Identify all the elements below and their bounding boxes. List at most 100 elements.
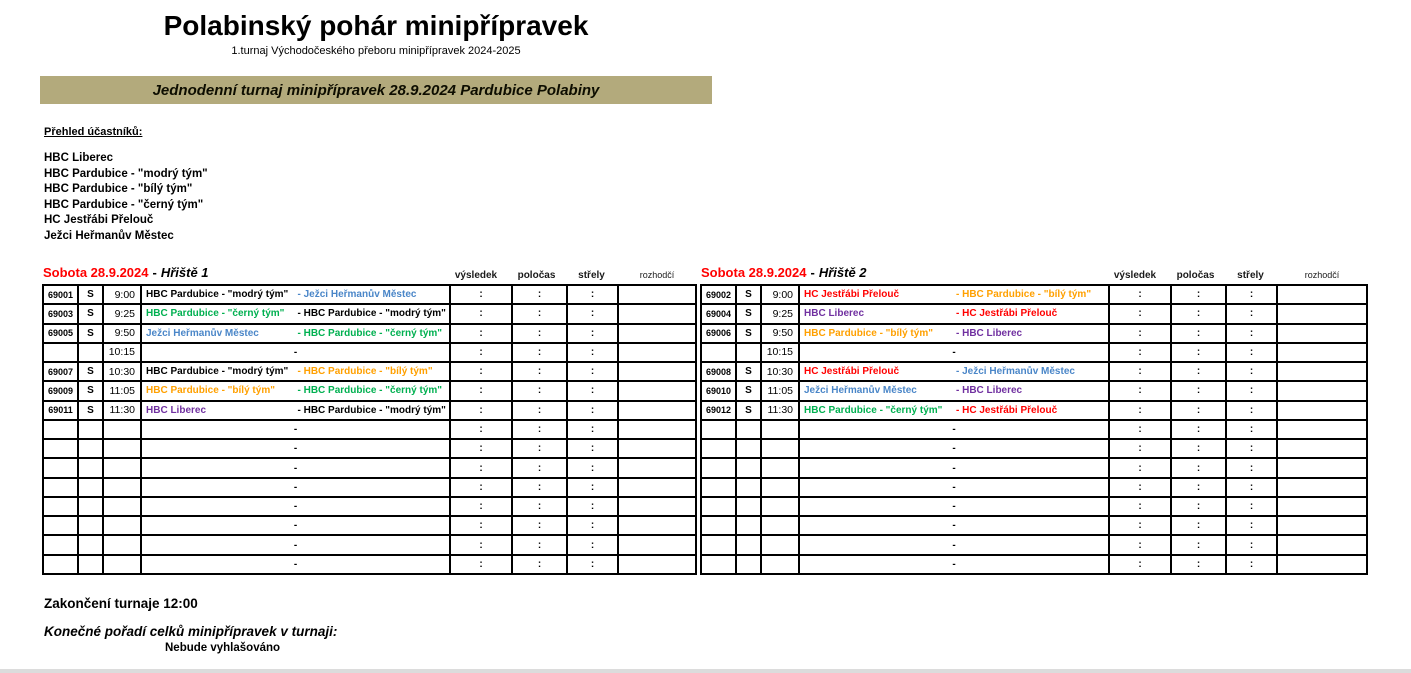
shots-cell: : bbox=[1227, 343, 1278, 362]
time-cell: 9:50 bbox=[104, 324, 142, 342]
rink-title-separator: - bbox=[810, 265, 815, 280]
rink-1-title: Sobota 28.9.2024- Hřiště 1 bbox=[43, 265, 209, 280]
placeholder-dash: - bbox=[293, 520, 298, 532]
rink-1-column-headers: výsledek poločas střely rozhodčí bbox=[42, 270, 697, 281]
schedule-row: 69006 S 9:50 HBC Pardubice - "bílý tým" - HB… bbox=[702, 324, 1366, 344]
shots-cell: : bbox=[568, 382, 619, 400]
game-number-cell: 69011 bbox=[44, 401, 79, 419]
shots-cell: : bbox=[568, 324, 619, 342]
shots-cell: : bbox=[568, 286, 619, 304]
column-header-res: výsledek bbox=[454, 270, 498, 281]
halftime-cell: : bbox=[513, 286, 568, 304]
teams-cell: HBC Liberec - HBC Pardubice - "modrý tým" bbox=[142, 401, 451, 419]
time-cell: 10:30 bbox=[104, 363, 142, 381]
teams-cell: - bbox=[800, 440, 1110, 458]
shots-cell: : bbox=[568, 555, 619, 573]
shots-cell: : bbox=[1227, 324, 1278, 342]
game-number-cell: 69008 bbox=[702, 363, 737, 381]
shots-cell: : bbox=[568, 401, 619, 419]
halftime-cell: : bbox=[1172, 343, 1227, 362]
rink-1-name: Hřiště 1 bbox=[160, 265, 209, 280]
participant-team: HBC Liberec bbox=[44, 152, 114, 164]
result-cell: : bbox=[451, 363, 513, 381]
game-number-cell bbox=[702, 459, 737, 477]
referee-cell bbox=[619, 421, 695, 438]
placeholder-dash: - bbox=[952, 481, 956, 493]
referee-cell bbox=[619, 556, 695, 573]
away-team: - HC Jestřábi Přelouč bbox=[956, 404, 1058, 416]
time-cell: 9:25 bbox=[104, 305, 142, 323]
day-cell: S bbox=[737, 382, 762, 400]
page-subtitle: 1.turnaj Východočeského přeboru minipříp… bbox=[231, 45, 521, 57]
teams-cell: - bbox=[142, 420, 451, 439]
time-cell bbox=[104, 517, 142, 535]
time-cell: 9:00 bbox=[104, 286, 142, 304]
schedule-row-empty: -::: bbox=[702, 555, 1366, 573]
result-cell: : bbox=[451, 497, 513, 516]
result-cell: : bbox=[1110, 517, 1172, 535]
shots-cell: : bbox=[1227, 478, 1278, 496]
result-cell: : bbox=[1110, 305, 1172, 323]
result-cell: : bbox=[451, 459, 513, 477]
schedule-row-empty: -::: bbox=[702, 459, 1366, 479]
column-header-res: výsledek bbox=[1113, 270, 1157, 281]
game-number-cell bbox=[702, 440, 737, 458]
game-number-cell bbox=[702, 555, 737, 573]
participant-team: HC Jestřábi Přelouč bbox=[44, 214, 154, 226]
schedule-row: 69001 S 9:00 HBC Pardubice - "modrý tým" - J… bbox=[44, 286, 695, 306]
time-cell bbox=[104, 536, 142, 554]
participants-heading: Přehled účastníků: bbox=[44, 126, 143, 138]
game-number-cell bbox=[44, 478, 79, 496]
schedule-row-empty: -::: bbox=[44, 420, 695, 441]
halftime-cell: : bbox=[513, 420, 568, 439]
referee-cell bbox=[619, 344, 695, 361]
referee-cell bbox=[1278, 479, 1366, 496]
game-number-cell bbox=[702, 478, 737, 496]
result-cell: : bbox=[1110, 536, 1172, 554]
column-header-spacer bbox=[809, 270, 1104, 281]
halftime-cell: : bbox=[513, 401, 568, 419]
schedule-row-empty: -::: bbox=[702, 440, 1366, 460]
day-cell: S bbox=[79, 286, 104, 304]
time-cell bbox=[762, 536, 800, 554]
day-cell bbox=[79, 440, 104, 458]
game-number-cell: 69005 bbox=[44, 324, 79, 342]
shots-cell: : bbox=[1227, 305, 1278, 323]
shots-cell: : bbox=[1227, 555, 1278, 573]
schedule-row-empty: -::: bbox=[44, 440, 695, 460]
placeholder-dash: - bbox=[293, 539, 298, 551]
result-cell: : bbox=[1110, 363, 1172, 381]
halftime-cell: : bbox=[1172, 478, 1227, 496]
placeholder-dash: - bbox=[952, 539, 956, 551]
schedule-row: 69003 S 9:25 HBC Pardubice - "černý tým" - H… bbox=[44, 305, 695, 325]
result-cell: : bbox=[1110, 459, 1172, 477]
result-cell: : bbox=[451, 517, 513, 535]
game-number-cell bbox=[44, 536, 79, 554]
result-cell: : bbox=[451, 440, 513, 458]
column-header-shots: střely bbox=[1237, 270, 1264, 281]
halftime-cell: : bbox=[1172, 497, 1227, 516]
teams-cell: - bbox=[142, 555, 451, 573]
schedule-row-empty: -::: bbox=[44, 459, 695, 479]
shots-cell: : bbox=[1227, 536, 1278, 554]
placeholder-dash: - bbox=[952, 443, 956, 455]
placeholder-dash: - bbox=[293, 558, 298, 570]
tournament-banner: Jednodenní turnaj minipřípravek 28.9.202… bbox=[40, 76, 712, 104]
teams-cell: - bbox=[800, 478, 1110, 496]
away-team: - Ježci Heřmanův Městec bbox=[297, 289, 417, 301]
game-number-cell bbox=[44, 343, 79, 362]
schedule-row: 69005 S 9:50 Ježci Heřmanův Městec - HBC Par… bbox=[44, 324, 695, 344]
time-cell bbox=[104, 555, 142, 573]
teams-cell: - bbox=[142, 536, 451, 554]
halftime-cell: : bbox=[513, 497, 568, 516]
day-cell bbox=[79, 517, 104, 535]
shots-cell: : bbox=[568, 459, 619, 477]
game-number-cell bbox=[702, 343, 737, 362]
halftime-cell: : bbox=[513, 305, 568, 323]
shots-cell: : bbox=[568, 305, 619, 323]
schedule-row-empty: -::: bbox=[702, 420, 1366, 441]
day-cell bbox=[79, 555, 104, 573]
schedule-row-empty: -::: bbox=[702, 517, 1366, 537]
teams-cell: HBC Liberec - HC Jestřábi Přelouč bbox=[800, 305, 1110, 323]
schedule-row-empty: -::: bbox=[702, 497, 1366, 518]
